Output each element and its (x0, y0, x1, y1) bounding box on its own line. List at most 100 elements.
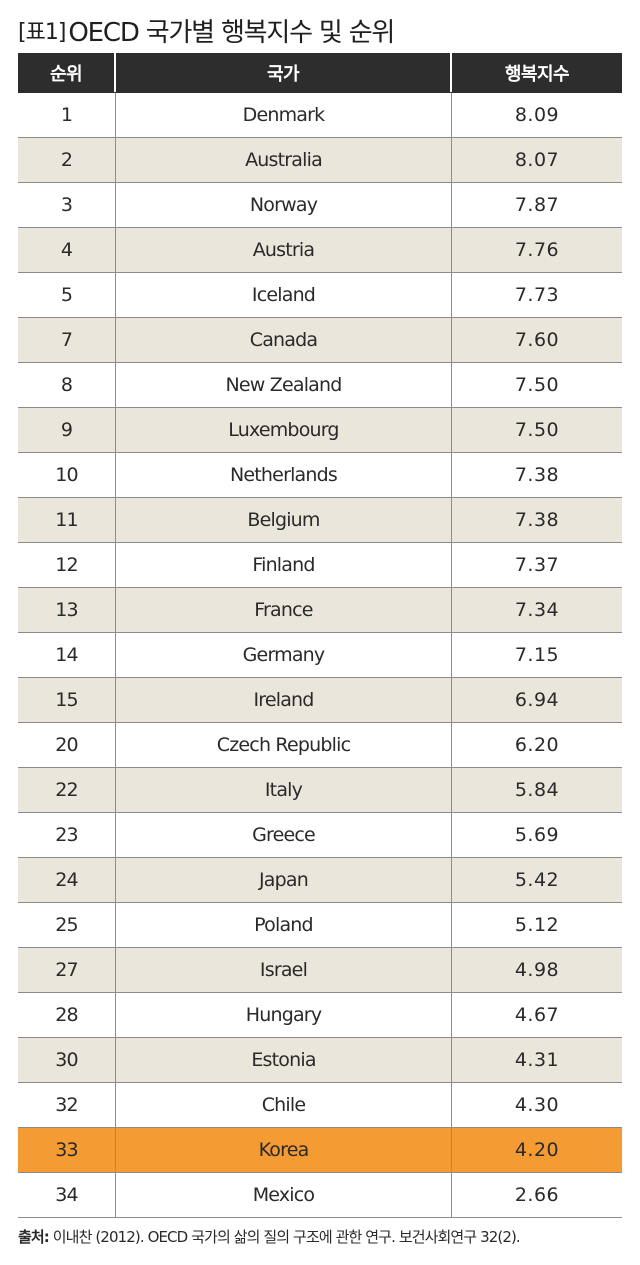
rank-cell: 20 (18, 723, 116, 767)
table-row: 10 Netherlands 7.38 (18, 453, 622, 498)
index-cell: 2.66 (514, 1184, 560, 1206)
table-row: 25 Poland 5.12 (18, 903, 622, 948)
rank-cell: 4 (18, 228, 116, 272)
table-row: 24 Japan 5.42 (18, 858, 622, 903)
table-row: 14 Germany 7.15 (18, 633, 622, 678)
country-cell: Ireland (116, 678, 452, 722)
rank-cell: 30 (18, 1038, 116, 1082)
table-row: 1 Denmark 8.09 (18, 93, 622, 138)
country-cell: Finland (116, 543, 452, 587)
table-title: [표1] OECD 국가별 행복지수 및 순위 (18, 10, 395, 50)
rank-cell: 14 (18, 633, 116, 677)
table-row: 27 Israel 4.98 (18, 948, 622, 993)
rank-cell: 12 (18, 543, 116, 587)
index-cell: 7.87 (514, 194, 560, 216)
rank-cell: 10 (18, 453, 116, 497)
table-row: 7 Canada 7.60 (18, 318, 622, 363)
header-rank: 순위 (18, 53, 116, 92)
country-cell: New Zealand (116, 363, 452, 407)
rank-cell: 28 (18, 993, 116, 1037)
country-cell: Italy (116, 768, 452, 812)
rank-cell: 7 (18, 318, 116, 362)
table-row: 2 Australia 8.07 (18, 138, 622, 183)
rank-cell: 27 (18, 948, 116, 992)
index-cell: 5.84 (514, 779, 560, 801)
table-number: [표1] (18, 20, 66, 45)
index-cell: 4.20 (514, 1139, 560, 1161)
header-index: 행복지수 (504, 63, 570, 85)
country-cell: Poland (116, 903, 452, 947)
country-cell: Israel (116, 948, 452, 992)
index-cell: 7.38 (514, 464, 560, 486)
table-header-row: 순위 국가 행복지수 (18, 53, 622, 93)
table-row: 32 Chile 4.30 (18, 1083, 622, 1128)
table-row: 9 Luxembourg 7.50 (18, 408, 622, 453)
index-cell: 6.20 (514, 734, 560, 756)
rank-cell: 5 (18, 273, 116, 317)
table-row: 13 France 7.34 (18, 588, 622, 633)
index-cell: 7.38 (514, 509, 560, 531)
country-cell: Iceland (116, 273, 452, 317)
source-text: 이내찬 (2012). OECD 국가의 삶의 질의 구조에 관한 연구. 보건… (52, 1228, 521, 1246)
table-row-highlighted: 33 Korea 4.20 (18, 1128, 622, 1173)
country-cell: Norway (116, 183, 452, 227)
index-cell: 7.34 (514, 599, 560, 621)
table-title-text: OECD 국가별 행복지수 및 순위 (68, 17, 395, 48)
index-cell: 7.50 (514, 419, 560, 441)
country-cell: Korea (116, 1128, 452, 1172)
table-row: 4 Austria 7.76 (18, 228, 622, 273)
table-row: 3 Norway 7.87 (18, 183, 622, 228)
table-row: 22 Italy 5.84 (18, 768, 622, 813)
country-cell: Estonia (116, 1038, 452, 1082)
table-row: 23 Greece 5.69 (18, 813, 622, 858)
table-row: 28 Hungary 4.67 (18, 993, 622, 1038)
table-row: 34 Mexico 2.66 (18, 1173, 622, 1218)
header-country: 국가 (116, 53, 452, 92)
rank-cell: 32 (18, 1083, 116, 1127)
source-note: 출처: 이내찬 (2012). OECD 국가의 삶의 질의 구조에 관한 연구… (18, 1226, 521, 1247)
country-cell: Australia (116, 138, 452, 182)
country-cell: Czech Republic (116, 723, 452, 767)
rank-cell: 9 (18, 408, 116, 452)
index-cell: 5.12 (514, 914, 560, 936)
rank-cell: 15 (18, 678, 116, 722)
rank-cell: 23 (18, 813, 116, 857)
source-label: 출처: (18, 1228, 50, 1246)
country-cell: Greece (116, 813, 452, 857)
country-cell: Denmark (116, 93, 452, 137)
rank-cell: 33 (18, 1128, 116, 1172)
country-cell: Hungary (116, 993, 452, 1037)
rank-cell: 13 (18, 588, 116, 632)
country-cell: Canada (116, 318, 452, 362)
country-cell: Japan (116, 858, 452, 902)
country-cell: Belgium (116, 498, 452, 542)
index-cell: 4.30 (514, 1094, 560, 1116)
country-cell: France (116, 588, 452, 632)
index-cell: 6.94 (514, 689, 560, 711)
table-row: 20 Czech Republic 6.20 (18, 723, 622, 768)
table-row: 5 Iceland 7.73 (18, 273, 622, 318)
index-cell: 8.09 (514, 104, 560, 126)
index-cell: 4.98 (514, 959, 560, 981)
index-cell: 5.42 (514, 869, 560, 891)
index-cell: 4.67 (514, 1004, 560, 1026)
country-cell: Netherlands (116, 453, 452, 497)
happiness-table: 순위 국가 행복지수 1 Denmark 8.09 2 Australia 8.07 3 No… (18, 53, 622, 1218)
rank-cell: 2 (18, 138, 116, 182)
rank-cell: 3 (18, 183, 116, 227)
rank-cell: 25 (18, 903, 116, 947)
country-cell: Austria (116, 228, 452, 272)
rank-cell: 22 (18, 768, 116, 812)
table-row: 8 New Zealand 7.50 (18, 363, 622, 408)
index-cell: 7.76 (514, 239, 560, 261)
country-cell: Luxembourg (116, 408, 452, 452)
index-cell: 7.15 (514, 644, 560, 666)
country-cell: Germany (116, 633, 452, 677)
country-cell: Chile (116, 1083, 452, 1127)
country-cell: Mexico (116, 1173, 452, 1217)
index-cell: 7.73 (514, 284, 560, 306)
table-body: 1 Denmark 8.09 2 Australia 8.07 3 Norway 7.87 4 Au… (18, 93, 622, 1218)
index-cell: 7.50 (514, 374, 560, 396)
rank-cell: 1 (18, 93, 116, 137)
index-cell: 8.07 (514, 149, 560, 171)
